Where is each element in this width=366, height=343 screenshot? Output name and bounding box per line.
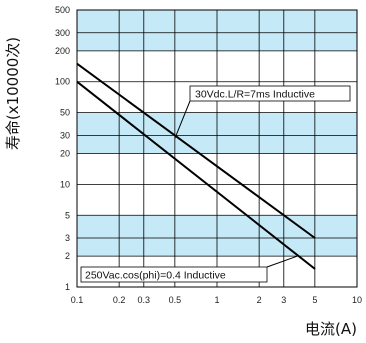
y-tick-label-1: 2 [65,251,70,261]
annotation-ac: 250Vac.cos(phi)=0.4 Inductive [80,255,299,283]
y-tick-label-5: 20 [60,148,70,158]
annotation-ac-leader [266,255,299,268]
x-tick-label-0: 0.1 [71,295,84,305]
x-tick-label-3: 0.5 [169,295,182,305]
y-tick-label-9: 200 [55,46,70,56]
y-tick-label-0: 1 [65,282,70,292]
x-tick-label-8: 10 [352,295,362,305]
y-tick-label-4: 10 [60,179,70,189]
y-tick-labels: 1 2 3 5 10 20 30 50 100 200 300 500 [55,5,70,292]
series-line-0 [76,62,316,239]
x-axis-label: 电流(A) [305,320,357,338]
x-tick-label-4: 1 [214,295,219,305]
y-axis-label: 寿命(x10000次) [4,37,22,150]
grid-lines [77,10,357,287]
y-tick-label-7: 50 [60,108,70,118]
x-tick-label-2: 0.3 [138,295,151,305]
x-tick-labels: 0.1 0.2 0.3 0.5 1 2 3 5 10 [71,295,362,305]
annotation-ac-label: 250Vac.cos(phi)=0.4 Inductive [85,270,226,282]
x-tick-label-6: 3 [281,295,286,305]
annotation-ac-box [80,266,268,283]
annotation-dc-label: 30Vdc.L/R=7ms Inductive [195,89,315,101]
x-tick-label-1: 0.2 [113,295,126,305]
y-tick-label-2: 3 [65,233,70,243]
y-tick-label-10: 300 [55,28,70,38]
series-line-1 [76,80,316,270]
y-tick-label-6: 30 [60,130,70,140]
y-tick-label-11: 500 [55,5,70,15]
plot-frame [76,9,358,288]
y-tick-label-3: 5 [65,210,70,220]
annotation-dc-leader [174,100,191,139]
annotation-dc-box [189,85,351,102]
series-lines [76,62,316,270]
x-tick-label-7: 5 [312,295,317,305]
annotation-dc: 30Vdc.L/R=7ms Inductive [174,85,351,139]
y-tick-label-8: 100 [55,77,70,87]
x-tick-label-5: 2 [257,295,262,305]
